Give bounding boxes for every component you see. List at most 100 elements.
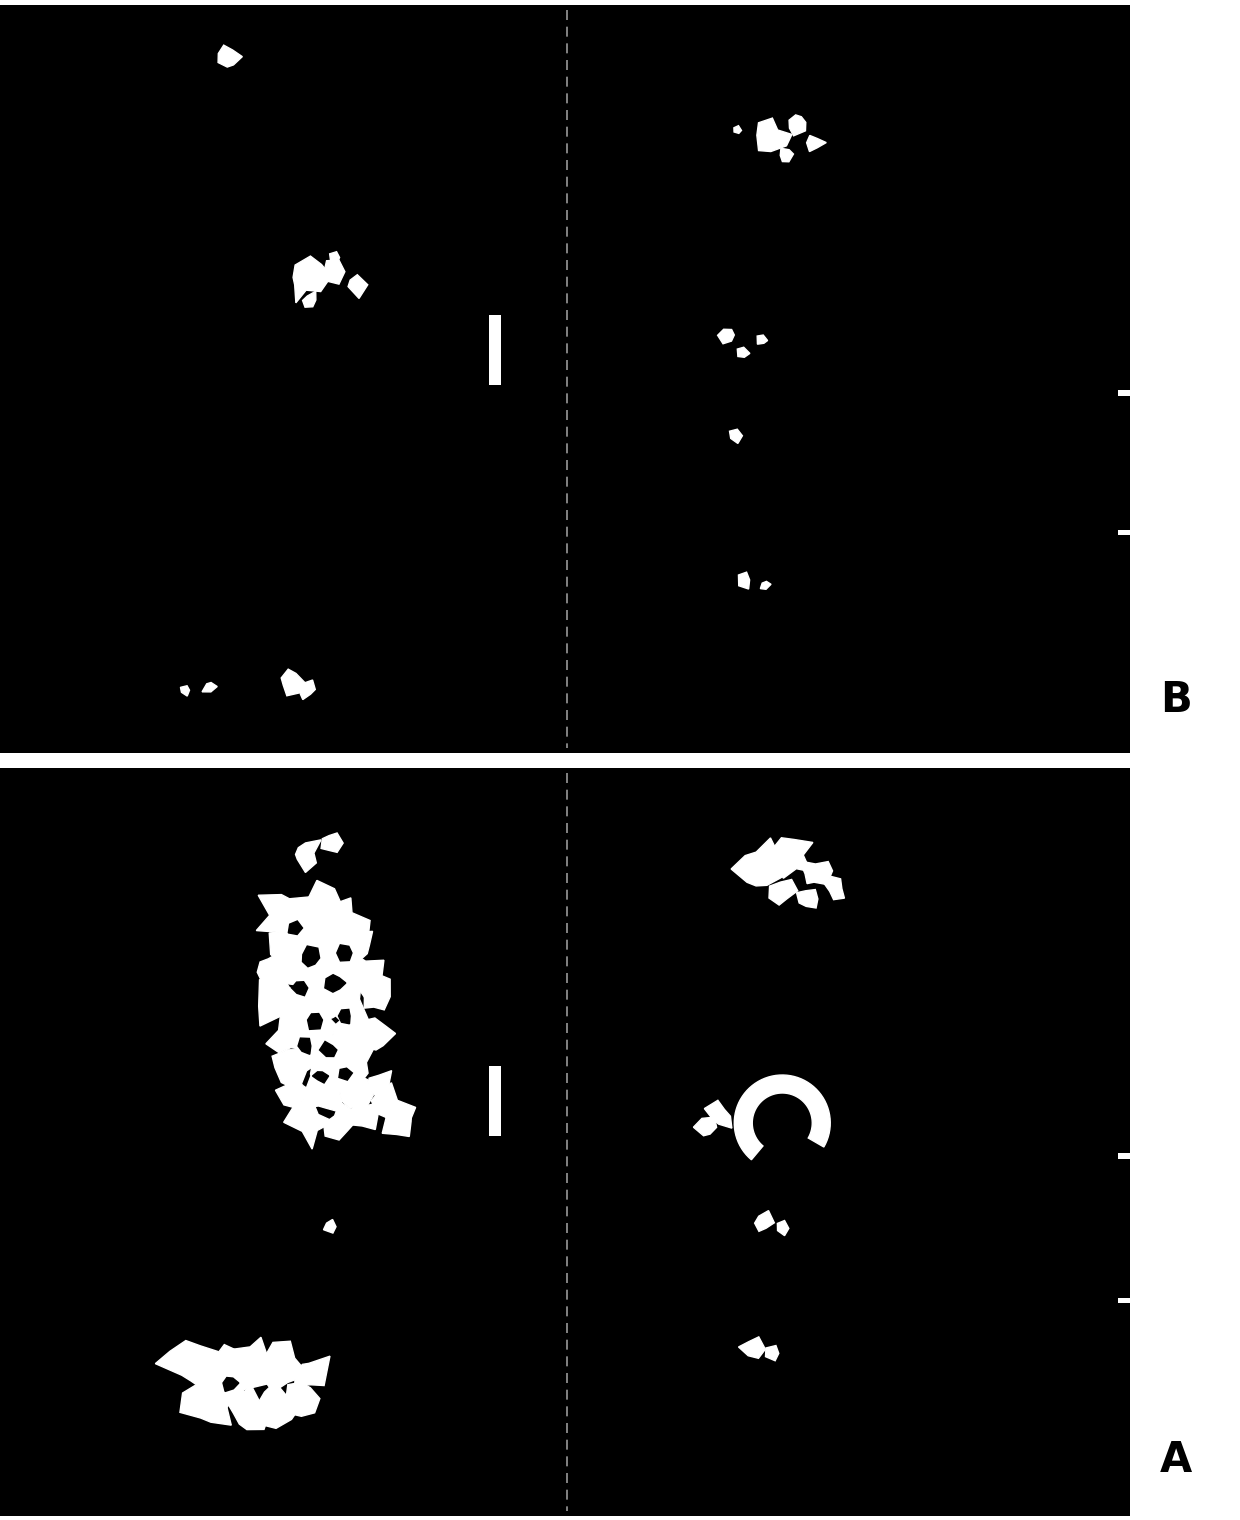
Polygon shape <box>734 1075 831 1160</box>
Polygon shape <box>303 1070 343 1113</box>
Polygon shape <box>365 973 391 1009</box>
Polygon shape <box>227 1338 280 1391</box>
Polygon shape <box>289 921 300 932</box>
Polygon shape <box>260 1341 304 1392</box>
Polygon shape <box>269 914 336 973</box>
Polygon shape <box>257 950 296 999</box>
Bar <box>0 5 1130 752</box>
Polygon shape <box>315 260 345 284</box>
Polygon shape <box>729 429 743 444</box>
Polygon shape <box>303 292 316 307</box>
Polygon shape <box>732 838 792 886</box>
Polygon shape <box>308 1014 322 1029</box>
Polygon shape <box>739 572 750 590</box>
Polygon shape <box>334 932 372 964</box>
Polygon shape <box>319 938 362 990</box>
Polygon shape <box>330 252 340 263</box>
Polygon shape <box>341 1070 352 1078</box>
Polygon shape <box>291 982 308 996</box>
Polygon shape <box>222 1376 239 1391</box>
Polygon shape <box>300 947 321 965</box>
Polygon shape <box>371 1082 415 1125</box>
Polygon shape <box>755 1210 774 1231</box>
Polygon shape <box>295 841 321 872</box>
Polygon shape <box>259 968 303 1038</box>
Polygon shape <box>734 126 742 134</box>
Polygon shape <box>265 1005 315 1053</box>
Polygon shape <box>339 1073 373 1111</box>
Polygon shape <box>320 1041 341 1056</box>
Polygon shape <box>704 1100 732 1128</box>
Polygon shape <box>368 1070 392 1099</box>
Polygon shape <box>718 330 734 344</box>
Polygon shape <box>324 1219 336 1233</box>
Polygon shape <box>789 116 806 135</box>
Polygon shape <box>284 964 352 1038</box>
Text: A: A <box>1159 1439 1192 1480</box>
Polygon shape <box>693 1117 717 1135</box>
Bar <box>0 768 1130 1515</box>
Bar <box>490 315 501 385</box>
Polygon shape <box>316 898 370 945</box>
Polygon shape <box>294 982 308 993</box>
Polygon shape <box>295 1356 330 1386</box>
Polygon shape <box>337 952 384 1002</box>
Polygon shape <box>181 686 190 696</box>
Polygon shape <box>339 1069 352 1081</box>
Polygon shape <box>275 1078 315 1108</box>
Polygon shape <box>293 255 331 302</box>
Polygon shape <box>299 679 315 699</box>
Polygon shape <box>298 1038 311 1055</box>
Bar <box>1118 391 1130 397</box>
Polygon shape <box>773 838 813 879</box>
Polygon shape <box>312 1070 327 1084</box>
Polygon shape <box>312 1072 329 1082</box>
Text: B: B <box>1159 679 1192 720</box>
Bar <box>490 1066 501 1135</box>
Polygon shape <box>305 1015 320 1029</box>
Polygon shape <box>758 334 768 344</box>
Polygon shape <box>739 1338 765 1359</box>
Polygon shape <box>765 1345 779 1360</box>
Polygon shape <box>321 833 343 853</box>
Polygon shape <box>286 1382 320 1417</box>
Polygon shape <box>796 889 818 907</box>
Polygon shape <box>780 149 794 161</box>
Polygon shape <box>331 1040 374 1087</box>
Polygon shape <box>281 669 308 696</box>
Polygon shape <box>274 944 346 1011</box>
Polygon shape <box>331 1008 366 1058</box>
Polygon shape <box>155 1341 234 1389</box>
Bar <box>1118 1154 1130 1158</box>
Polygon shape <box>308 903 350 970</box>
Polygon shape <box>769 880 797 904</box>
Polygon shape <box>356 1018 396 1050</box>
Polygon shape <box>738 347 750 357</box>
Polygon shape <box>218 46 242 67</box>
Polygon shape <box>326 976 343 993</box>
Polygon shape <box>295 1038 311 1055</box>
Polygon shape <box>382 1107 412 1137</box>
Polygon shape <box>823 877 844 900</box>
Polygon shape <box>180 1379 237 1426</box>
Polygon shape <box>303 945 320 967</box>
Polygon shape <box>202 682 217 692</box>
Polygon shape <box>336 1009 352 1024</box>
Polygon shape <box>337 945 352 961</box>
Polygon shape <box>320 1041 337 1056</box>
Polygon shape <box>756 119 792 152</box>
Polygon shape <box>223 1377 239 1391</box>
Polygon shape <box>325 974 346 993</box>
Polygon shape <box>777 1221 789 1236</box>
Polygon shape <box>196 1345 255 1404</box>
Polygon shape <box>324 1102 353 1140</box>
Polygon shape <box>257 895 319 947</box>
Bar <box>1118 530 1130 535</box>
Polygon shape <box>348 275 368 298</box>
Polygon shape <box>320 968 370 1023</box>
Polygon shape <box>309 1052 350 1094</box>
Polygon shape <box>258 1382 299 1429</box>
Polygon shape <box>272 1047 320 1091</box>
Polygon shape <box>291 880 342 932</box>
Polygon shape <box>347 1104 378 1129</box>
